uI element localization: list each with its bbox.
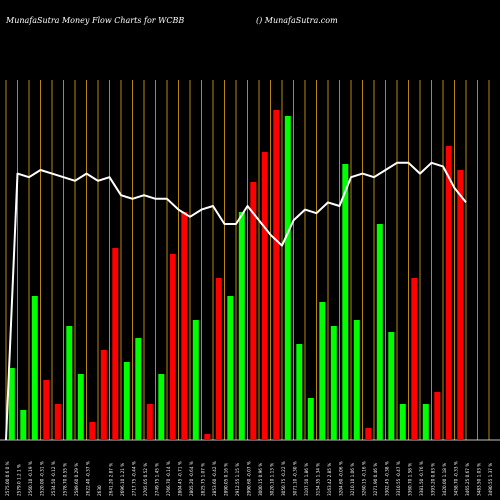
bar-up <box>123 362 130 440</box>
bar-down <box>445 146 452 440</box>
x-tick-label: 2696.10 1.21 % <box>120 463 125 496</box>
bar-down <box>89 422 96 440</box>
x-tick-label: 3154.35 1.34 % <box>316 463 321 496</box>
x-tick-label: 3393.20 0.83 % <box>431 463 436 496</box>
bar-up <box>135 338 142 440</box>
bar-up <box>158 374 165 440</box>
x-tick-label: 3163.42 2.85 % <box>327 463 332 496</box>
x-tick-label: 2804.45 -0.71 % <box>178 461 183 496</box>
bar-up <box>353 320 360 440</box>
x-tick-label: 2705.05 0.52 % <box>143 463 148 496</box>
bar-up <box>330 326 337 440</box>
bar-down <box>411 278 418 440</box>
x-tick-label: 3483.50 1.03 % <box>477 463 482 496</box>
bar-up <box>422 404 429 440</box>
bar-up <box>376 224 383 440</box>
bar-down <box>112 248 119 440</box>
x-tick-label: 3458.70 -0.33 % <box>454 461 459 496</box>
x-tick-label: 2589.60 0.29 % <box>74 463 79 496</box>
x-tick-label: 2749.75 1.45 % <box>155 463 160 496</box>
x-tick-label: 3360.70 1.58 % <box>408 463 413 496</box>
x-tick-label: 2578.70 0.55 % <box>63 463 68 496</box>
bar-up <box>342 164 349 440</box>
x-tick-label: 3381.50 -0.76 % <box>419 461 424 496</box>
x-tick-label: 2805.20 -0.64 % <box>189 461 194 496</box>
x-tick-label: 2990.60 -0.07 % <box>247 461 252 496</box>
flow-line <box>5 161 467 441</box>
bar-up <box>284 116 291 440</box>
bar-up <box>77 374 84 440</box>
x-tick-label: 2534.50 -0.12 % <box>51 461 56 496</box>
bar-up <box>307 398 314 440</box>
money-flow-line <box>5 161 467 441</box>
bar-down <box>215 278 222 440</box>
bar-up <box>238 212 245 440</box>
x-tick-label: 2641.20 2.87 % <box>109 463 114 496</box>
x-tick-label: 2853.60 -0.42 % <box>212 461 217 496</box>
tick-labels: 2575.00 0.6 0 % 2579.0 1.2 1 % 2560.10 -0.… <box>5 461 493 496</box>
bar-down <box>100 350 107 440</box>
x-tick-label: 3271.90 0.46 % <box>373 463 378 496</box>
bar-down <box>365 428 372 440</box>
bar-down <box>273 110 280 440</box>
x-tick-label: 3260.15 -0.16 % <box>362 461 367 496</box>
x-tick-label: 3465.25 0.67 % <box>465 463 470 496</box>
grid-lines <box>0 80 500 441</box>
x-tick-label: 2717.75 -0.44 % <box>132 461 137 496</box>
site-name: () MunafaSutra.com <box>256 16 338 25</box>
x-tick-label: 2520.00 -0.31 % <box>40 461 45 496</box>
chart-title: MunafaSutra Money Flow Charts for WCBB <box>6 16 185 25</box>
bar-up <box>20 410 27 440</box>
x-tick-label: 3000.15 0.96 % <box>258 463 263 496</box>
bars <box>8 110 464 440</box>
x-tick-label: 2766.70 -0.14 % <box>166 461 171 496</box>
bar-down <box>169 254 176 440</box>
bar-down <box>261 152 268 440</box>
bar-down <box>457 170 464 440</box>
x-tick-label: 2630 <box>97 485 102 496</box>
x-tick-label: 3020.10 1.13 % <box>270 463 275 496</box>
bar-up <box>388 332 395 440</box>
bar-up <box>296 344 303 440</box>
bar-up <box>399 404 406 440</box>
bar-down <box>204 434 211 440</box>
x-tick-label: 2890.05 0.16 % <box>224 463 229 496</box>
x-tick-label: 3050.75 -0.22 % <box>281 461 286 496</box>
x-tick-label: 2825.75 1.07 % <box>201 463 206 496</box>
bar-down <box>434 392 441 440</box>
x-tick-label: 2560.10 -0.19 % <box>28 461 33 496</box>
x-tick-label: 3420.00 1.18 % <box>442 463 447 496</box>
x-tick-label: 3107.50 1.86 % <box>304 463 309 496</box>
bar-down <box>181 212 188 440</box>
x-tick-label: 2622.40 -0.37 % <box>86 461 91 496</box>
bar-up <box>192 320 199 440</box>
bar-down <box>54 404 61 440</box>
bar-up <box>227 296 234 440</box>
bar-up <box>8 368 15 440</box>
x-tick-label: 3204.60 -0.06 % <box>339 461 344 496</box>
bar-up <box>319 302 326 440</box>
bar-up <box>66 326 73 440</box>
bar-down <box>250 182 257 440</box>
x-tick-label: 2575.00 0.6 0 % <box>5 461 10 496</box>
x-tick-label: 2579.0 1.2 1 % <box>17 464 22 496</box>
x-tick-label: 3210.10 1.06 % <box>350 463 355 496</box>
x-tick-label: 2912.55 1.15 % <box>235 463 240 496</box>
x-tick-label: 3490.55 1.37 % <box>488 463 493 496</box>
bar-down <box>146 404 153 440</box>
x-tick-label: 3071.10 -0.30 % <box>293 461 298 496</box>
x-tick-label: 3310.55 -0.47 % <box>396 461 401 496</box>
bar-down <box>43 380 50 440</box>
x-tick-label: 3302.45 -0.38 % <box>385 461 390 496</box>
bar-up <box>31 296 38 440</box>
